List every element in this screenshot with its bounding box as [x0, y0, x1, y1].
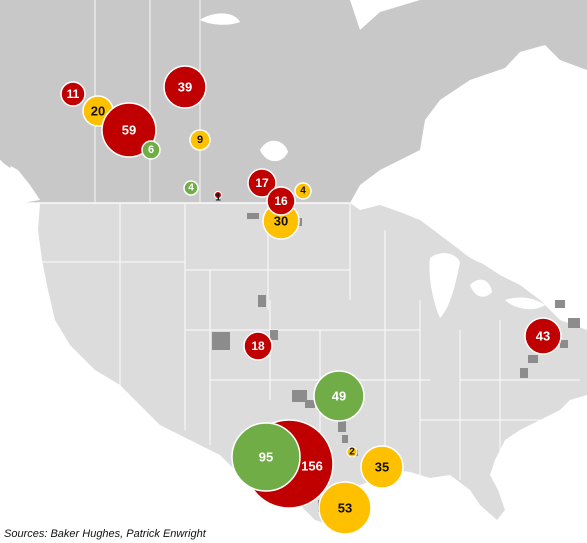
bubble-label-6: 6: [148, 144, 154, 156]
bubble-16: [266, 186, 296, 216]
bubble-18: [243, 331, 273, 361]
bubble-label-156: 156: [301, 459, 323, 474]
bubble-35: [360, 445, 404, 489]
bubble-label-39: 39: [178, 80, 192, 95]
bubble-label-20: 20: [91, 104, 105, 119]
bubble-label-4-yellow: 4: [300, 186, 306, 197]
bubble-label-9: 9: [197, 134, 203, 146]
bubble-43: [524, 317, 562, 355]
bubble-label-11: 11: [67, 87, 80, 101]
bubble-label-2: 2: [349, 447, 355, 458]
us-land: [38, 203, 587, 543]
bubble-9: [189, 129, 211, 151]
bubble-49: [313, 370, 365, 422]
bubble-label-43: 43: [536, 329, 550, 344]
bubble-2: [346, 446, 358, 458]
bubble-label-49: 49: [332, 389, 346, 404]
source-note: Sources: Baker Hughes, Patrick Enwright: [4, 528, 206, 540]
bubble-label-30: 30: [274, 214, 288, 229]
bubble-53: [318, 481, 372, 535]
bubble-39: [163, 65, 207, 109]
bubble-label-95: 95: [259, 450, 273, 465]
borders: [0, 0, 580, 480]
bubble-label-35: 35: [375, 460, 389, 475]
bubble-4-yellow: [294, 182, 312, 200]
bubble-label-4-green: 4: [188, 183, 194, 194]
bubble-95: [231, 422, 301, 492]
bubble-17: [247, 168, 277, 198]
bubble-label-53: 53: [338, 501, 352, 516]
bubble-label-16: 16: [274, 194, 288, 208]
bubble-label-17: 17: [255, 176, 269, 190]
rig-bubbles: 11 39 20 59 6 9 4 1 17 30 16 4 18 43 49 …: [60, 65, 562, 535]
bubble-4-green: [183, 180, 199, 196]
bubble-label-18: 18: [251, 339, 265, 353]
bubble-59: [101, 102, 157, 158]
bubble-1: [214, 191, 222, 199]
bubble-11: [60, 81, 86, 107]
bubble-6: [141, 140, 161, 160]
bubble-label-1: 1: [215, 193, 221, 204]
bubble-label-59: 59: [122, 123, 136, 138]
